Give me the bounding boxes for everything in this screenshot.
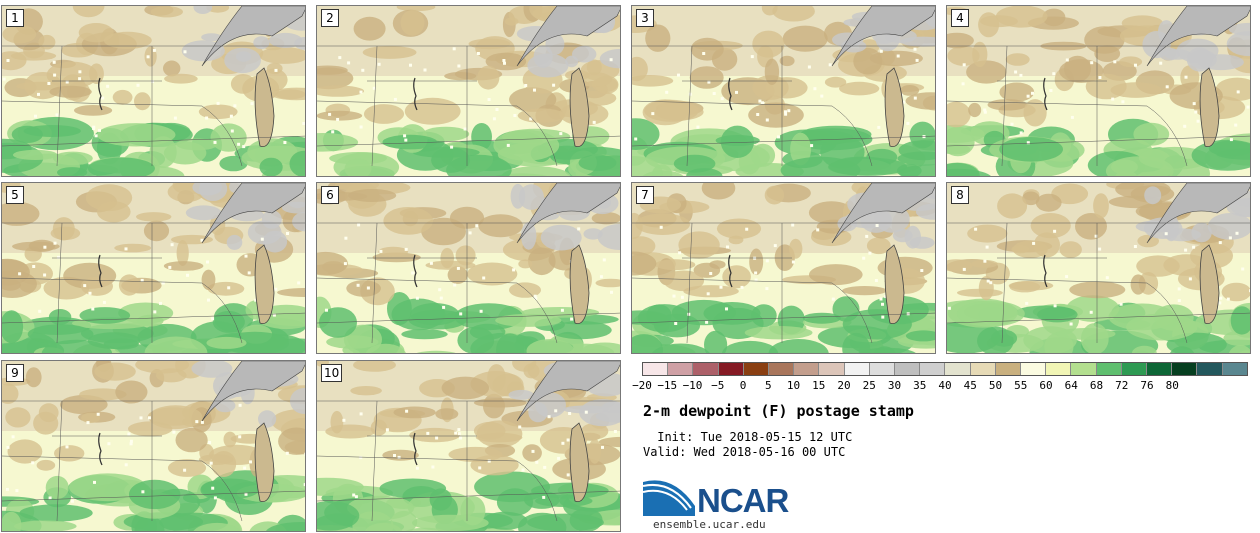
colorbar-swatch bbox=[693, 363, 719, 375]
member-number-label: 7 bbox=[636, 186, 654, 204]
colorbar-swatch bbox=[1096, 363, 1122, 375]
postage-stamp-panel: 1 bbox=[1, 5, 306, 177]
colorbar-swatch bbox=[1121, 363, 1148, 375]
postage-stamp-panel: 10 bbox=[316, 360, 621, 532]
colorbar-swatch bbox=[895, 363, 921, 375]
colorbar-tick-label: 10 bbox=[786, 379, 801, 392]
postage-stamp-panel: 2 bbox=[316, 5, 621, 177]
member-number-label: 4 bbox=[951, 9, 969, 27]
colorbar-tick-label: 40 bbox=[938, 379, 952, 392]
colorbar-tick-label: 68 bbox=[1089, 379, 1104, 392]
colorbar-swatch bbox=[1046, 363, 1072, 375]
colorbar-swatch bbox=[995, 363, 1022, 375]
member-number-label: 9 bbox=[6, 364, 24, 382]
colorbar-tick-label: −5 bbox=[711, 379, 725, 392]
colorbar-tick-label: 64 bbox=[1064, 379, 1078, 392]
postage-stamp-panel: 3 bbox=[631, 5, 936, 177]
postage-stamp-panel: 8 bbox=[946, 182, 1251, 354]
member-number-label: 8 bbox=[951, 186, 969, 204]
colorbar-swatch bbox=[844, 363, 870, 375]
colorbar-tick-label: 0 bbox=[739, 379, 747, 392]
colorbar-tick-label: −15 bbox=[657, 379, 678, 392]
colorbar-tick-label: 50 bbox=[988, 379, 1003, 392]
colorbar-swatch bbox=[668, 363, 694, 375]
member-number-label: 6 bbox=[321, 186, 339, 204]
logo-wordmark: NCAR bbox=[697, 482, 789, 519]
colorbar-swatch bbox=[743, 363, 770, 375]
colorbar-tick-label: 45 bbox=[963, 379, 977, 392]
ncar-logo-icon bbox=[643, 480, 695, 516]
colorbar-swatch bbox=[1147, 363, 1173, 375]
member-number-label: 2 bbox=[321, 9, 339, 27]
colorbar-tick-labels: −20 −15 −10 −5 0 5 10 15 20 25 30 35 40 45 50 55 60 64 68 7… bbox=[632, 379, 1248, 395]
colorbar-swatch bbox=[1172, 363, 1198, 375]
colorbar-tick-label: −20 bbox=[632, 379, 652, 392]
colorbar-tick-label: 25 bbox=[862, 379, 876, 392]
init-time: Init: Tue 2018-05-15 12 UTC bbox=[650, 430, 853, 444]
colorbar-tick-label: 30 bbox=[887, 379, 902, 392]
colorbar-tick-label: 35 bbox=[913, 379, 927, 392]
colorbar-tick-label: 5 bbox=[764, 379, 772, 392]
colorbar-swatch bbox=[970, 363, 996, 375]
colorbar-swatch bbox=[819, 363, 845, 375]
member-number-label: 10 bbox=[321, 364, 343, 382]
colorbar-swatch bbox=[1021, 363, 1047, 375]
colorbar-swatch bbox=[869, 363, 896, 375]
colorbar-tick-label: 72 bbox=[1115, 379, 1129, 392]
colorbar-swatch bbox=[920, 363, 946, 375]
colorbar-swatch bbox=[794, 363, 820, 375]
colorbar-tick-label: 55 bbox=[1014, 379, 1028, 392]
member-number-label: 1 bbox=[6, 9, 24, 27]
colorbar-tick-label: 15 bbox=[812, 379, 826, 392]
member-number-label: 5 bbox=[6, 186, 24, 204]
colorbar-swatch bbox=[643, 363, 669, 375]
colorbar-tick-label: 60 bbox=[1039, 379, 1053, 392]
valid-time: Valid: Wed 2018-05-16 00 UTC bbox=[643, 445, 846, 459]
postage-stamp-panel: 6 bbox=[316, 182, 621, 354]
member-number-label: 3 bbox=[636, 9, 654, 27]
colorbar-swatch bbox=[1071, 363, 1097, 375]
postage-stamp-panel: 7 bbox=[631, 182, 936, 354]
plot-title: 2-m dewpoint (F) postage stamp bbox=[643, 402, 914, 420]
colorbar-tick-label: 80 bbox=[1165, 379, 1179, 392]
colorbar-tick-label: −10 bbox=[682, 379, 703, 392]
postage-stamp-panel: 9 bbox=[1, 360, 306, 532]
postage-stamp-panel: 5 bbox=[1, 182, 306, 354]
logo-url: ensemble.ucar.edu bbox=[653, 518, 766, 531]
colorbar-swatch bbox=[718, 363, 744, 375]
colorbar-swatch bbox=[945, 363, 971, 375]
colorbar-swatch bbox=[769, 363, 795, 375]
colorbar-tick-label: 20 bbox=[837, 379, 851, 392]
colorbar-swatch bbox=[1197, 363, 1223, 375]
dewpoint-colorbar bbox=[642, 362, 1248, 376]
postage-stamp-panel: 4 bbox=[946, 5, 1251, 177]
colorbar-tick-label: 76 bbox=[1140, 379, 1154, 392]
colorbar-swatch bbox=[1222, 363, 1247, 375]
